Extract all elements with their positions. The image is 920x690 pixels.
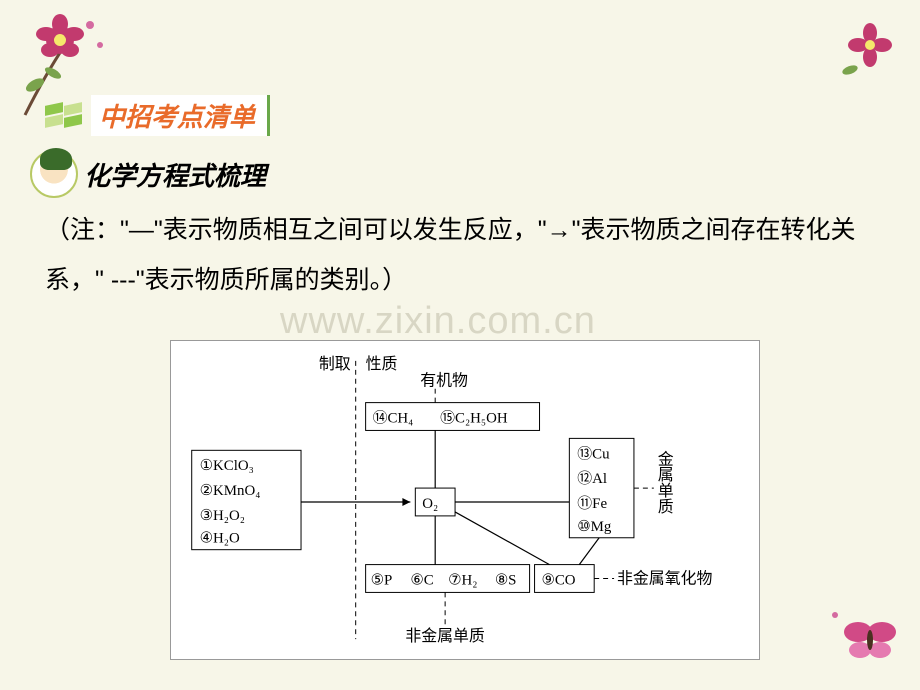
label-right: 性质 bbox=[366, 355, 398, 373]
watermark: www.zixin.com.cn bbox=[280, 300, 596, 343]
metal-label: 金属单质 bbox=[655, 450, 673, 514]
svg-text:⑤P: ⑤P bbox=[371, 572, 393, 588]
sub-heading: 化学方程式梳理 bbox=[30, 150, 266, 198]
organic-1: ⑮C₂H₅OH bbox=[440, 409, 508, 426]
bottom-3: ⑧S bbox=[495, 572, 517, 588]
leftbox-3: ④H₂O bbox=[200, 531, 240, 547]
rightbox-2: ⑪Fe bbox=[577, 495, 607, 512]
svg-text:⑦H₂: ⑦H₂ bbox=[448, 572, 477, 588]
flower-bottom-right bbox=[820, 595, 910, 685]
rightbox-3: ⑩Mg bbox=[577, 519, 612, 535]
sub-heading-title: 化学方程式梳理 bbox=[84, 156, 266, 193]
svg-text:⑧S: ⑧S bbox=[495, 572, 517, 588]
leftbox-0: ①KClO₃ bbox=[200, 458, 254, 474]
section-title: 中招考点清单 bbox=[91, 95, 270, 136]
co-box: ⑨CO bbox=[542, 572, 576, 588]
leftbox-1: ②KMnO₄ bbox=[200, 483, 261, 499]
bottom-2: ⑦H₂ bbox=[448, 572, 477, 588]
svg-text:⑥C: ⑥C bbox=[410, 572, 433, 588]
section-header: 中招考点清单 bbox=[45, 95, 270, 136]
note-text: （注："—"表示物质相互之间可以发生反应，"→"表示物质之间存在转化关系，" -… bbox=[45, 205, 885, 305]
section-badge-icon bbox=[45, 100, 85, 132]
nonmetal-label: 非金属单质 bbox=[405, 627, 485, 645]
label-left: 制取 bbox=[319, 355, 351, 373]
bottom-1: ⑥C bbox=[410, 572, 433, 588]
center-o2: O₂ bbox=[422, 496, 438, 512]
avatar-icon bbox=[30, 150, 78, 198]
rightbox-0: ⑬Cu bbox=[577, 445, 610, 462]
bottom-0: ⑤P bbox=[371, 572, 393, 588]
label-organic: 有机物 bbox=[420, 372, 468, 390]
rightbox-1: ⑫Al bbox=[577, 470, 607, 487]
organic-0: ⑭CH₄ bbox=[373, 409, 414, 426]
nonmetal-oxide-label: 非金属氧化物 bbox=[617, 569, 712, 587]
leftbox-2: ③H₂O₂ bbox=[200, 508, 245, 524]
chemistry-diagram: 制取 性质 有机物 ①KClO₃ ②KMnO₄ ③H₂O₂ ④H₂O ⑭CH₄ … bbox=[170, 340, 760, 660]
flower-top-right bbox=[830, 10, 910, 90]
